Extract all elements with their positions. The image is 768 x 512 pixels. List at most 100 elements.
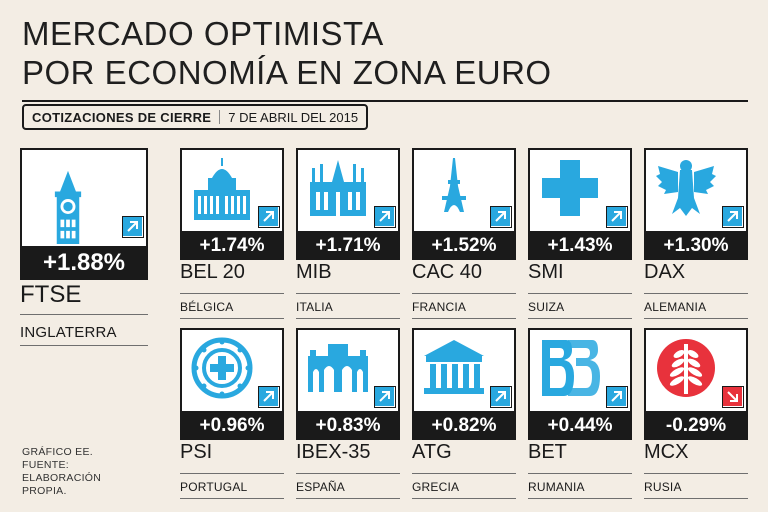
index-name: SMI (528, 261, 564, 283)
country-name: PORTUGAL (180, 480, 248, 494)
change-value: +0.96% (180, 411, 284, 440)
bb-logo-icon (542, 340, 600, 396)
change-value: +0.44% (528, 411, 632, 440)
down-arrow-icon (722, 386, 744, 408)
subheader-label: COTIZACIONES DE CIERRE (32, 109, 212, 125)
country-name: ALEMANIA (644, 300, 707, 314)
index-card-frame: -0.29% (644, 328, 748, 440)
source-line-2: FUENTE: (22, 459, 70, 471)
puerta-de-alcala-icon (308, 344, 368, 392)
country-underline (180, 318, 284, 319)
source-line-3: ELABORACIÓN (22, 472, 102, 484)
index-name: MCX (644, 441, 689, 463)
eagle-icon (656, 160, 716, 216)
country-name: ITALIA (296, 300, 333, 314)
country-name: RUMANIA (528, 480, 585, 494)
armillary-sphere-icon (191, 337, 253, 399)
up-arrow-icon (258, 206, 280, 228)
up-arrow-icon (122, 216, 144, 238)
index-name: PSI (180, 441, 213, 463)
big-ben-icon (54, 170, 82, 244)
country-underline (412, 318, 516, 319)
index-card-frame: +1.88% (20, 148, 148, 280)
index-underline (180, 473, 284, 474)
chart-title: MERCADO OPTIMISTA POR ECONOMÍA EN ZONA E… (22, 14, 552, 92)
country-underline (296, 318, 400, 319)
index-underline (412, 473, 516, 474)
up-arrow-icon (722, 206, 744, 228)
index-underline (296, 293, 400, 294)
source-line-4: PROPIA. (22, 485, 67, 497)
index-name: IBEX-35 (296, 441, 371, 463)
index-card-frame: +0.82% (412, 328, 516, 440)
country-underline (180, 498, 284, 499)
country-name: FRANCIA (412, 300, 467, 314)
palace-icon (194, 158, 250, 220)
up-arrow-icon (374, 386, 396, 408)
source-line-1: GRÁFICO EE. (22, 446, 93, 458)
index-name: FTSE (20, 281, 82, 308)
country-underline (644, 318, 748, 319)
change-value: +1.52% (412, 231, 516, 260)
title-rule (22, 100, 748, 102)
change-value: +1.74% (180, 231, 284, 260)
index-name: BEL 20 (180, 261, 245, 283)
index-underline (528, 293, 632, 294)
cathedral-icon (310, 160, 366, 216)
wheat-emblem-icon (657, 339, 715, 397)
country-name: SUIZA (528, 300, 565, 314)
change-value: +1.43% (528, 231, 632, 260)
title-line-1: MERCADO OPTIMISTA (22, 15, 384, 52)
index-card-frame: +1.30% (644, 148, 748, 260)
up-arrow-icon (490, 386, 512, 408)
change-value: +1.71% (296, 231, 400, 260)
subheader-separator (219, 110, 221, 124)
index-underline (644, 293, 748, 294)
up-arrow-icon (606, 206, 628, 228)
index-underline (20, 314, 148, 315)
index-underline (644, 473, 748, 474)
index-card-frame: +1.71% (296, 148, 400, 260)
index-card-frame: +0.44% (528, 328, 632, 440)
change-value: +1.30% (644, 231, 748, 260)
eiffel-tower-icon (442, 158, 466, 212)
country-underline (528, 498, 632, 499)
country-name: ESPAÑA (296, 480, 345, 494)
country-underline (412, 498, 516, 499)
country-name: INGLATERRA (20, 324, 117, 341)
country-underline (528, 318, 632, 319)
title-line-2: POR ECONOMÍA EN ZONA EURO (22, 54, 552, 91)
index-underline (412, 293, 516, 294)
index-card-frame: +1.74% (180, 148, 284, 260)
index-underline (528, 473, 632, 474)
index-name: BET (528, 441, 567, 463)
country-name: GRECIA (412, 480, 460, 494)
source-note: GRÁFICO EE. FUENTE: ELABORACIÓN PROPIA. (22, 446, 101, 498)
change-value: +0.83% (296, 411, 400, 440)
index-card-frame: +1.43% (528, 148, 632, 260)
country-underline (644, 498, 748, 499)
index-underline (296, 473, 400, 474)
change-value: -0.29% (644, 411, 748, 440)
country-underline (296, 498, 400, 499)
up-arrow-icon (490, 206, 512, 228)
up-arrow-icon (374, 206, 396, 228)
index-name: DAX (644, 261, 686, 283)
index-card-frame: +1.52% (412, 148, 516, 260)
up-arrow-icon (258, 386, 280, 408)
index-name: CAC 40 (412, 261, 483, 283)
country-name: BÉLGICA (180, 300, 234, 314)
index-card-frame: +0.83% (296, 328, 400, 440)
greek-temple-icon (424, 340, 484, 394)
index-underline (180, 293, 284, 294)
country-name: RUSIA (644, 480, 682, 494)
swiss-cross-icon (542, 160, 598, 216)
change-value: +1.88% (20, 246, 148, 280)
index-name: MIB (296, 261, 332, 283)
country-underline (20, 345, 148, 346)
index-card-frame: +0.96% (180, 328, 284, 440)
subheader-box: COTIZACIONES DE CIERRE 7 DE ABRIL DEL 20… (22, 104, 369, 130)
subheader-date: 7 DE ABRIL DEL 2015 (228, 109, 359, 125)
change-value: +0.82% (412, 411, 516, 440)
up-arrow-icon (606, 386, 628, 408)
